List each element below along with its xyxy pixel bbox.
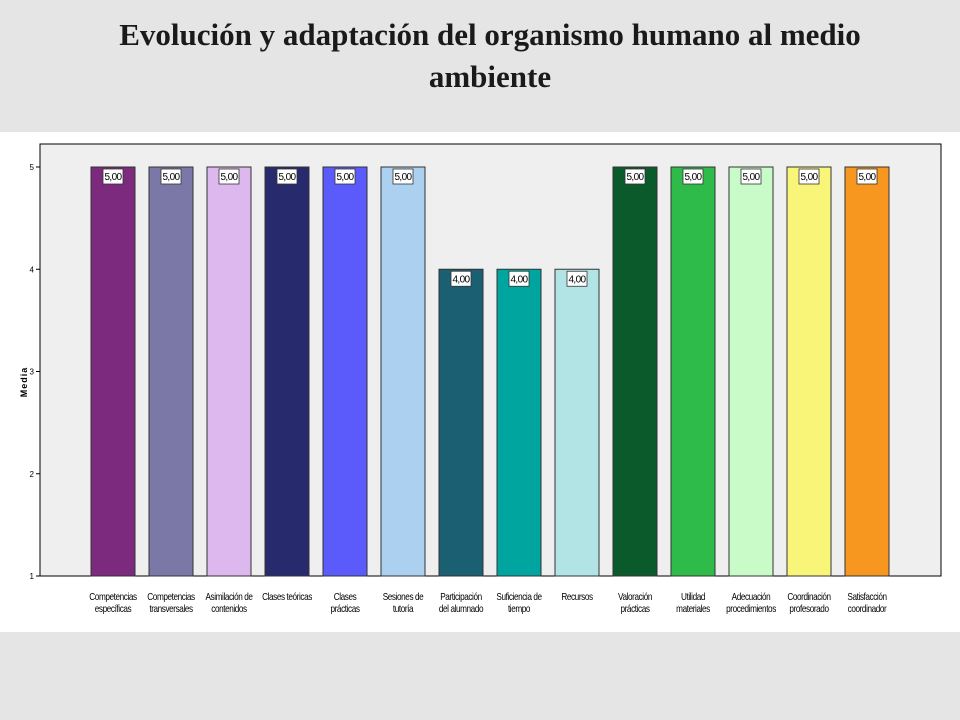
x-tick-label: Utilidad materiales — [676, 591, 710, 614]
data-label-box — [450, 270, 472, 287]
data-label: 4,00 — [452, 274, 470, 285]
data-label: 4,00 — [568, 274, 586, 285]
x-tick-label-line: Asimilación de — [205, 591, 252, 602]
data-label-box — [218, 168, 240, 185]
data-label: 5,00 — [800, 172, 818, 183]
x-tick-label-line: Participación — [440, 591, 482, 602]
x-tick-label-line: prácticas — [620, 603, 650, 614]
x-tick-label: Recursos — [561, 591, 593, 602]
data-label: 5,00 — [684, 172, 702, 183]
bar — [206, 166, 252, 577]
x-tick-label-line: contenidos — [211, 603, 247, 614]
y-tick-label: 3 — [30, 368, 35, 377]
data-label-box — [856, 168, 878, 185]
bar — [612, 166, 658, 577]
bar — [380, 166, 426, 577]
x-tick-label: Participación del alumnado — [439, 591, 484, 614]
x-tick-label-line: Clases — [334, 591, 357, 602]
bar — [148, 166, 194, 577]
bars-group: 5,00 5,00 5,00 5,00 5,00 5,00 4,00 4,00 4,00 5,00… — [90, 166, 890, 577]
bar — [322, 166, 368, 577]
x-tick-label-line: Clases teóricas — [262, 591, 313, 602]
data-label: 5,00 — [742, 172, 760, 183]
bar-chart: 1 2 3 4 5 Media 5,00 5,00 5,00 5,00 5,00 5,00 4,00… — [19, 143, 942, 614]
data-label: 5,00 — [626, 172, 644, 183]
x-tick-label-line: materiales — [676, 603, 710, 614]
bar — [786, 166, 832, 577]
bar — [728, 166, 774, 577]
y-axis: 1 2 3 4 5 — [30, 163, 40, 581]
x-tick-label: Satisfacción coordinador — [847, 591, 887, 614]
x-tick-label-line: Suficiencia de — [496, 591, 542, 602]
y-tick-label: 5 — [30, 163, 35, 172]
x-tick-label-line: tiempo — [508, 603, 530, 614]
slide-title: Evolución y adaptación del organismo hum… — [119, 17, 861, 94]
x-tick-label-line: Utilidad — [681, 591, 705, 602]
bar — [670, 166, 716, 577]
data-label: 5,00 — [336, 172, 354, 183]
x-tick-label-line: profesorado — [789, 603, 829, 614]
data-label-box — [276, 168, 298, 185]
x-tick-label: Asimilación de contenidos — [205, 591, 252, 614]
x-tick-label-line: transversales — [149, 603, 193, 614]
x-tick-label-line: Satisfacción — [847, 591, 887, 602]
x-tick-label: Clases prácticas — [330, 591, 360, 614]
data-label: 5,00 — [162, 172, 180, 183]
bar — [844, 166, 890, 577]
x-tick-label-line: procedimientos — [726, 603, 777, 614]
x-tick-label: Coordinación profesorado — [787, 591, 831, 614]
x-tick-label-line: coordinador — [848, 603, 887, 614]
data-label: 5,00 — [858, 172, 876, 183]
data-label-box — [798, 168, 820, 185]
data-label-box — [160, 168, 182, 185]
data-label-box — [334, 168, 356, 185]
x-tick-label-line: Recursos — [561, 591, 593, 602]
x-tick-label-line: Competencias — [147, 591, 195, 602]
bar — [438, 268, 484, 577]
x-tick-label: Valoración prácticas — [618, 591, 652, 614]
x-tick-label-line: Coordinación — [787, 591, 831, 602]
data-label: 5,00 — [278, 172, 296, 183]
x-tick-label-line: Adecuación — [732, 591, 771, 602]
x-tick-label: Adecuación procedimientos — [726, 591, 777, 614]
data-label-box — [508, 270, 530, 287]
data-label-box — [566, 270, 588, 287]
y-tick-label: 1 — [30, 572, 35, 581]
data-label-box — [392, 168, 414, 185]
data-label-box — [740, 168, 762, 185]
x-tick-label-line: Sesiones de — [383, 591, 424, 602]
y-tick-label: 2 — [30, 470, 35, 479]
data-label: 5,00 — [394, 172, 412, 183]
x-tick-label: Clases teóricas — [262, 591, 313, 602]
bar — [264, 166, 310, 577]
x-tick-label: Competencias transversales — [147, 591, 195, 614]
bar — [90, 166, 136, 577]
x-tick-label: Suficiencia de tiempo — [496, 591, 542, 614]
data-label-box — [102, 168, 124, 185]
data-label-box — [682, 168, 704, 185]
data-label: 5,00 — [220, 172, 238, 183]
bar — [496, 268, 542, 577]
y-tick-label: 4 — [30, 265, 35, 274]
bar — [554, 268, 600, 577]
y-axis-label: Media — [19, 367, 29, 398]
x-tick-label: Sesiones de tutoría — [383, 591, 424, 614]
x-tick-label-line: prácticas — [330, 603, 360, 614]
data-label: 4,00 — [510, 274, 528, 285]
x-tick-label-line: Valoración — [618, 591, 652, 602]
x-tick-label-line: tutoría — [393, 603, 415, 614]
x-tick-label-line: Competencias — [89, 591, 137, 602]
x-tick-label-line: específicas — [95, 603, 132, 614]
data-label-box — [624, 168, 646, 185]
x-tick-label-line: del alumnado — [439, 603, 484, 614]
x-tick-label: Competencias específicas — [89, 591, 137, 614]
chart-panel: 1 2 3 4 5 Media 5,00 5,00 5,00 5,00 5,00 5,00 4,00… — [0, 132, 960, 632]
data-label: 5,00 — [104, 172, 122, 183]
